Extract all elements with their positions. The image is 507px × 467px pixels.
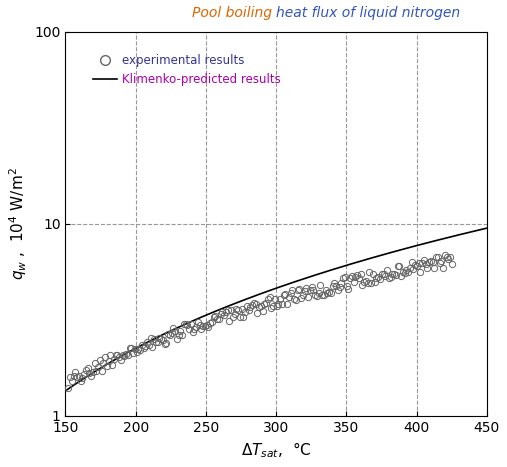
- Legend: experimental results, Klimenko-predicted results: experimental results, Klimenko-predicted…: [88, 49, 286, 91]
- Text: heat flux of liquid nitrogen: heat flux of liquid nitrogen: [276, 6, 460, 20]
- Y-axis label: $q_w$ ,  $10^4$ W/m$^2$: $q_w$ , $10^4$ W/m$^2$: [7, 168, 28, 280]
- X-axis label: $\Delta T_{sat}$,  °C: $\Delta T_{sat}$, °C: [241, 440, 311, 460]
- Text: Pool boiling: Pool boiling: [192, 6, 276, 20]
